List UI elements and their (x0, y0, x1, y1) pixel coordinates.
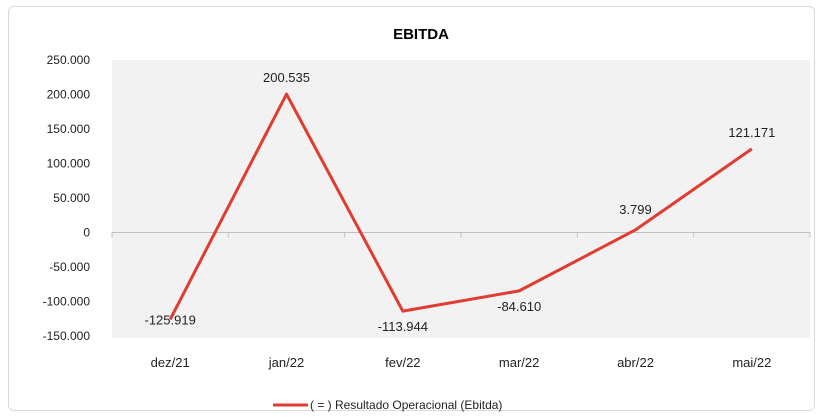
x-tick-label: jan/22 (268, 355, 304, 370)
x-tick-label: dez/21 (151, 355, 190, 370)
y-tick-label: 50.000 (53, 191, 90, 205)
y-tick-label: 150.000 (47, 122, 91, 136)
x-tick-label: mai/22 (732, 355, 771, 370)
chart-title: EBITDA (393, 26, 449, 43)
data-label: 121.171 (728, 125, 775, 140)
data-label: -84.610 (497, 299, 541, 314)
y-tick-label: -100.000 (43, 295, 91, 309)
y-tick-label: -50.000 (49, 260, 90, 274)
x-tick-label: abr/22 (617, 355, 654, 370)
x-tick-label: fev/22 (385, 355, 420, 370)
data-label: 200.535 (263, 70, 310, 85)
data-label: 3.799 (619, 202, 652, 217)
y-tick-label: 250.000 (47, 53, 91, 67)
x-tick-label: mar/22 (499, 355, 539, 370)
series-line (168, 92, 753, 321)
data-label: -113.944 (378, 319, 428, 334)
data-label: -125.919 (145, 312, 196, 327)
y-tick-label: 0 (83, 226, 90, 240)
plot-area (112, 60, 810, 338)
legend-label: ( = ) Resultado Operacional (Ebitda) (310, 398, 502, 412)
y-tick-label: 100.000 (47, 157, 91, 171)
y-tick-label: 200.000 (47, 88, 91, 102)
legend: ( = ) Resultado Operacional (Ebitda) (273, 398, 502, 412)
y-tick-label: -150.000 (43, 329, 91, 343)
